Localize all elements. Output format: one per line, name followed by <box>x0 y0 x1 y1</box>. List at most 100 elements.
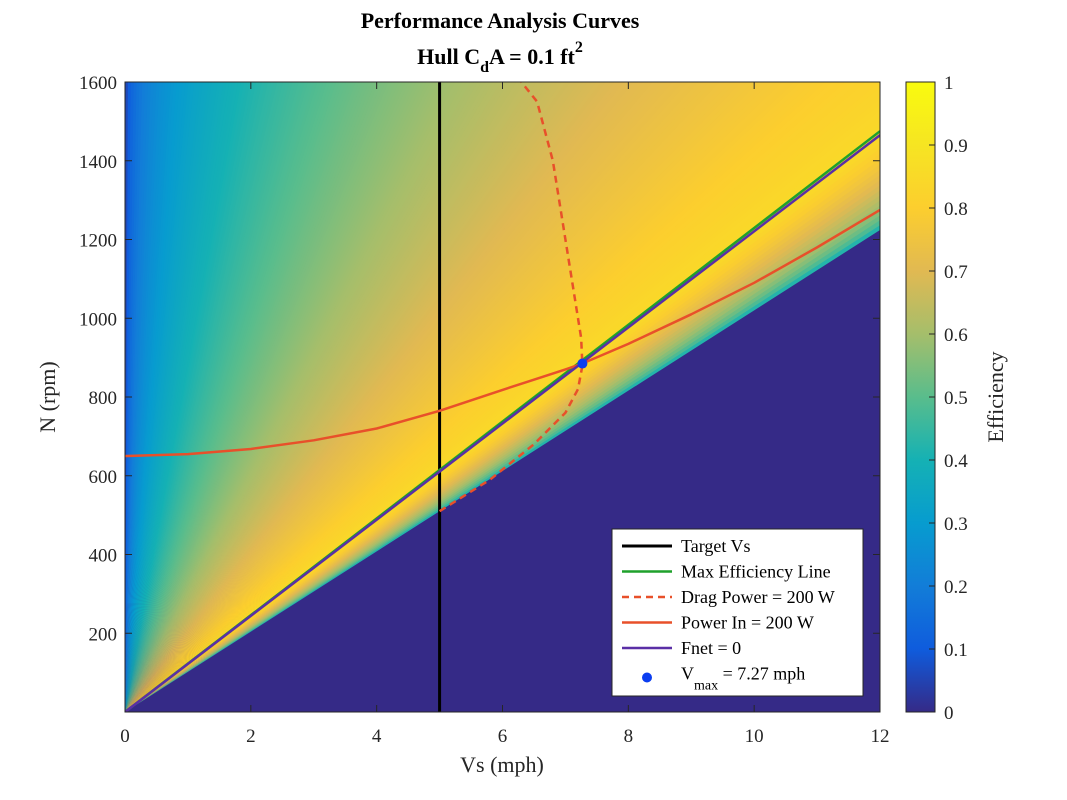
x-tick-label: 4 <box>372 726 382 747</box>
heatmap-wedge <box>125 82 376 712</box>
heatmap-wedge <box>125 82 330 712</box>
x-axis-label: Vs (mph) <box>460 752 544 777</box>
heatmap-wedge <box>125 82 521 712</box>
heatmap-wedge <box>125 82 201 712</box>
legend-box <box>611 528 864 697</box>
heatmap-wedge <box>125 82 497 712</box>
heatmap-wedge <box>125 82 742 712</box>
heatmap-wedge <box>125 82 737 712</box>
heatmap-wedge <box>125 82 177 712</box>
legend-items: Target Vs Max Efficiency Line Drag Power =… <box>622 536 835 694</box>
heatmap-wedge <box>125 82 460 712</box>
heatmap-wedge <box>125 82 658 712</box>
heatmap-wedge <box>125 82 571 712</box>
x-axis-ticks: 0 2 4 6 8 10 12 <box>120 82 890 747</box>
colorbar-tick-label: 1 <box>944 73 954 94</box>
plot-area <box>124 81 881 713</box>
heatmap-wedge <box>125 82 209 712</box>
x-tick-label: 10 <box>745 726 764 747</box>
heatmap-wedge <box>125 82 478 712</box>
x-tick-label: 6 <box>498 726 508 747</box>
colorbar: 0 0.1 0.2 0.3 0.4 0.5 0.6 0.7 0.8 0.9 1 Efficiency <box>905 73 1008 724</box>
heatmap-wedge <box>125 82 639 712</box>
legend: Target Vs Max Efficiency Line Drag Power =… <box>611 528 864 697</box>
heatmap-wedge <box>125 82 403 712</box>
heatmap-wedge <box>125 82 550 712</box>
heatmap-wedge <box>125 82 206 712</box>
y-axis-ticks: 200 400 600 800 1000 1200 1400 1600 <box>79 73 880 645</box>
y-tick-label: 600 <box>89 467 118 488</box>
heatmap-wedge <box>125 82 445 712</box>
heatmap-wedge <box>125 82 346 712</box>
heatmap-wedge <box>125 82 606 712</box>
chart-title-line1: Performance Analysis Curves <box>361 8 640 33</box>
legend-label: Drag Power = 200 W <box>681 587 835 607</box>
heatmap-wedge <box>125 82 438 712</box>
heatmap-wedge <box>125 82 299 712</box>
heatmap-wedge <box>125 82 340 712</box>
heatmap-wedge <box>125 82 269 712</box>
heatmap-wedge <box>125 82 456 712</box>
y-tick-label: 1000 <box>79 309 117 330</box>
heatmap-wedge <box>125 82 154 712</box>
heatmap-wedge <box>125 82 160 712</box>
heatmap-wedge <box>125 82 420 712</box>
heatmap-wedge <box>125 82 417 712</box>
series-power-in-200-w <box>125 208 880 458</box>
heatmap-wedge <box>125 82 251 712</box>
legend-label: Max Efficiency Line <box>681 562 831 582</box>
heatmap-wedge <box>125 82 257 712</box>
heatmap-wedge <box>125 82 224 712</box>
legend-item-fnet-0: Fnet = 0 <box>622 638 741 658</box>
heatmap-wedge <box>125 82 356 712</box>
heatmap-wedge <box>125 82 195 712</box>
heatmap-wedge <box>125 82 350 712</box>
heatmap-wedge <box>125 82 198 712</box>
chart-title-line2: Hull CdA = 0.1 ft2 <box>417 39 583 76</box>
heatmap-wedge <box>125 82 807 712</box>
heatmap-wedge <box>125 82 302 712</box>
heatmap-wedge <box>125 82 537 712</box>
heatmap-wedge <box>125 82 183 712</box>
heatmap-wedge <box>125 82 278 712</box>
heatmap-wedge <box>125 82 541 712</box>
heatmap-wedge <box>125 82 242 712</box>
legend-label: Vmax = 7.27 mph <box>681 664 805 694</box>
legend-label: Power In = 200 W <box>681 613 814 633</box>
heatmap-wedge <box>125 82 846 712</box>
y-tick-label: 400 <box>89 546 118 567</box>
legend-marker <box>642 672 652 683</box>
heatmap-wedge <box>125 82 239 712</box>
colorbar-tick-label: 0.1 <box>944 640 968 661</box>
heatmap-wedge <box>125 82 399 712</box>
legend-label: Target Vs <box>681 536 751 556</box>
heatmap-wedge <box>125 82 777 712</box>
colorbar-tick-label: 0.7 <box>944 262 968 283</box>
heatmap-wedge <box>125 82 853 712</box>
colorbar-ticks: 0 0.1 0.2 0.3 0.4 0.5 0.6 0.7 0.8 0.9 1 <box>929 73 968 724</box>
heatmap-wedge <box>125 82 441 712</box>
heatmap-wedge <box>125 82 180 712</box>
heatmap-wedge <box>125 82 509 712</box>
colorbar-tick-label: 0.3 <box>944 514 968 535</box>
heatmap-wedge <box>125 82 189 712</box>
colorbar-tick-label: 0 <box>944 703 954 724</box>
heatmap-wedge <box>125 82 880 712</box>
heatmap-wedge <box>125 82 715 712</box>
x-tick-label: 2 <box>246 726 256 747</box>
heatmap-wedge <box>125 82 673 712</box>
x-tick-label: 8 <box>624 726 634 747</box>
heatmap-wedge <box>125 82 308 712</box>
legend-label: Fnet = 0 <box>681 638 741 658</box>
colorbar-tick-label: 0.9 <box>944 136 968 157</box>
colorbar-tick-label: 0.5 <box>944 388 968 409</box>
heatmap-wedge <box>125 82 533 712</box>
heatmap-wedge <box>125 82 427 712</box>
y-axis-label: N (rpm) <box>35 361 60 432</box>
heatmap-wedge <box>125 82 157 712</box>
heatmap-wedge <box>125 82 634 712</box>
heatmap-wedge <box>125 82 174 712</box>
heatmap-wedge <box>125 82 305 712</box>
heatmap-wedge <box>125 82 579 712</box>
